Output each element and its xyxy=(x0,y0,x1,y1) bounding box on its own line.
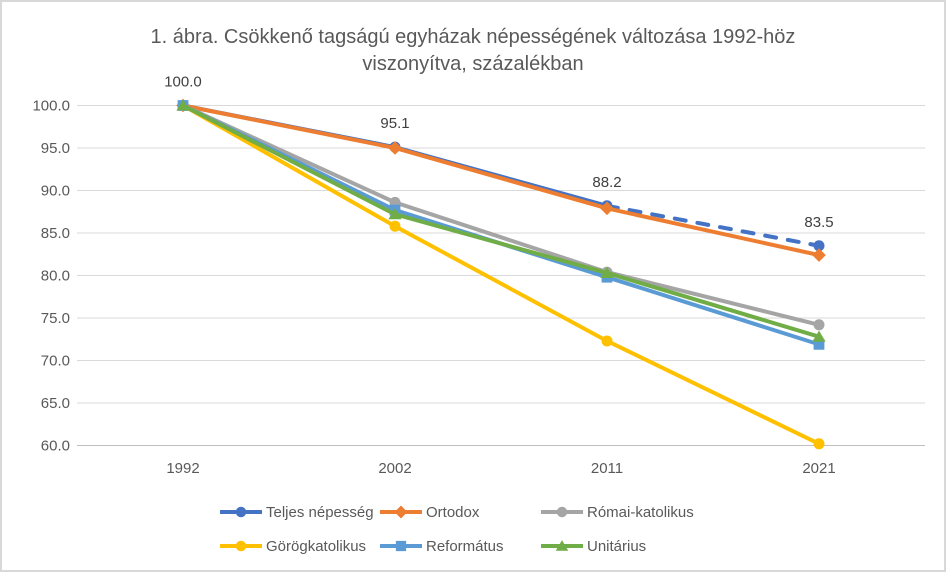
series-marker-triangle xyxy=(176,99,190,111)
data-label: 88.2 xyxy=(592,174,621,191)
x-axis-tick-label: 2021 xyxy=(802,460,835,477)
data-label: 100.0 xyxy=(164,74,202,91)
data-label: 83.5 xyxy=(804,214,833,231)
series-line-dashed xyxy=(605,203,821,248)
legend-item-ortodox: Ortodox xyxy=(379,503,480,521)
series-marker-triangle xyxy=(600,266,614,278)
series-marker-circle xyxy=(389,220,401,232)
legend-marker-circle-icon xyxy=(541,506,583,518)
series-marker-diamond xyxy=(388,141,402,155)
y-axis-tick-label: 65.0 xyxy=(41,395,70,412)
series-marker-square xyxy=(395,540,407,552)
series-marker-triangle xyxy=(388,208,402,220)
data-label: 95.1 xyxy=(380,115,409,132)
legend-marker-square-icon xyxy=(380,540,422,552)
series-marker-circle xyxy=(813,319,825,331)
series-marker-diamond xyxy=(600,201,614,216)
series-marker-square xyxy=(813,338,825,350)
y-axis-tick-label: 90.0 xyxy=(41,183,70,200)
series-reform-tus xyxy=(177,100,825,350)
legend-label: Római-katolikus xyxy=(587,503,694,521)
x-axis-tick-label: 2011 xyxy=(591,460,623,477)
legend-marker-circle-icon xyxy=(220,540,262,552)
series-marker-diamond xyxy=(394,505,408,519)
legend-item-unit-rius: Unitárius xyxy=(540,537,647,555)
series-r-mai-katolikus xyxy=(177,100,825,331)
legend-marker-circle-icon xyxy=(220,506,262,518)
legend-label: Görögkatolikus xyxy=(266,537,367,555)
legend-marker-diamond-icon xyxy=(380,505,422,519)
legend-item-g-r-gkatolikus: Görögkatolikus xyxy=(219,537,367,555)
series-marker-circle xyxy=(813,438,825,450)
x-axis-tick-label: 2002 xyxy=(378,460,411,477)
legend-item-reform-tus: Református xyxy=(379,537,504,555)
legend-item-r-mai-katolikus: Római-katolikus xyxy=(540,503,694,521)
series-marker-circle xyxy=(556,506,568,518)
series-unit-rius xyxy=(176,99,826,342)
y-axis-tick-label: 85.0 xyxy=(41,225,70,242)
series-line xyxy=(182,103,820,446)
x-axis-tick-label: 1992 xyxy=(166,460,199,477)
series-marker-diamond xyxy=(812,248,826,262)
legend-label: Unitárius xyxy=(587,537,647,555)
series-marker-circle xyxy=(601,335,613,347)
series-marker-circle xyxy=(235,540,247,552)
legend-marker-triangle-icon xyxy=(541,540,583,551)
legend-item-teljes-n-pess-g: Teljes népesség xyxy=(219,503,374,521)
y-axis-tick-label: 80.0 xyxy=(41,268,70,285)
legend-label: Teljes népesség xyxy=(266,503,374,521)
series-marker-triangle xyxy=(812,330,826,342)
series-marker-circle xyxy=(235,506,247,518)
series-marker-triangle xyxy=(555,540,569,551)
legend-label: Református xyxy=(426,537,504,555)
y-axis-tick-label: 95.0 xyxy=(41,140,70,157)
y-axis-tick-label: 100.0 xyxy=(32,98,70,115)
series-marker-circle xyxy=(813,240,825,252)
series-line xyxy=(182,103,820,258)
y-axis-tick-label: 60.0 xyxy=(41,438,70,455)
legend-label: Ortodox xyxy=(426,503,480,521)
y-axis-tick-label: 75.0 xyxy=(41,310,70,327)
series-line xyxy=(182,103,820,327)
y-axis-tick-label: 70.0 xyxy=(41,353,70,370)
series-line xyxy=(182,103,820,339)
